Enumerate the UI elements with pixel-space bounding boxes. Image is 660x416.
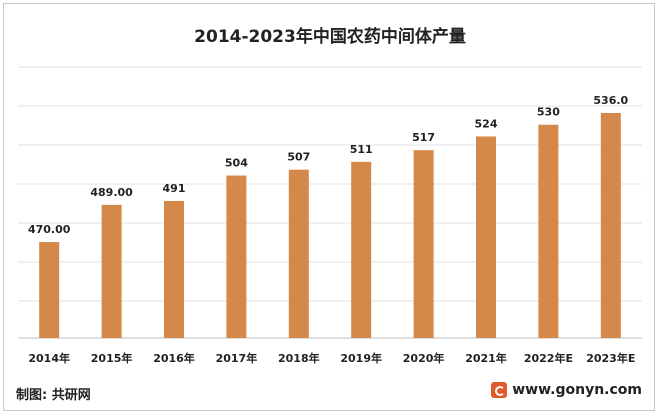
bar-9 — [600, 113, 621, 338]
x-tick-label-5: 2019年 — [340, 351, 382, 365]
x-tick-label-7: 2021年 — [465, 351, 507, 365]
website-credit: www.gonyn.com — [491, 382, 642, 398]
value-label-7: 524 — [475, 117, 498, 130]
value-label-3: 504 — [225, 157, 248, 170]
x-tick-label-8: 2022年E — [524, 351, 573, 365]
value-label-9: 536.0 — [593, 94, 628, 107]
x-tick-label-2: 2016年 — [153, 351, 195, 365]
chart-title: 2014-2023年中国农药中间体产量 — [194, 27, 466, 47]
x-tick-label-6: 2020年 — [403, 351, 445, 365]
value-label-5: 511 — [350, 143, 373, 156]
x-tick-label-3: 2017年 — [216, 351, 258, 365]
bar-5 — [351, 161, 372, 338]
bar-7 — [476, 136, 496, 338]
value-label-8: 530 — [537, 106, 560, 119]
value-label-0: 470.00 — [28, 223, 71, 236]
source-label: 制图: 共研网 — [16, 388, 91, 403]
gonyn-logo-icon — [491, 382, 508, 398]
value-label-4: 507 — [287, 151, 310, 164]
x-tick-label-9: 2023年E — [586, 351, 635, 365]
x-tick-label-0: 2014年 — [28, 351, 70, 365]
bar-8 — [538, 124, 559, 339]
bar-4 — [288, 169, 309, 338]
value-label-1: 489.00 — [90, 186, 133, 199]
website-label: www.gonyn.com — [512, 382, 642, 398]
bar-3 — [226, 175, 247, 338]
bar-0 — [39, 242, 60, 338]
x-tick-label-4: 2018年 — [278, 351, 320, 365]
bar-1 — [101, 204, 122, 338]
bar-2 — [164, 200, 184, 338]
bar-6 — [413, 150, 434, 338]
value-label-6: 517 — [412, 131, 435, 144]
value-label-2: 491 — [163, 182, 186, 195]
x-tick-label-1: 2015年 — [91, 351, 133, 365]
